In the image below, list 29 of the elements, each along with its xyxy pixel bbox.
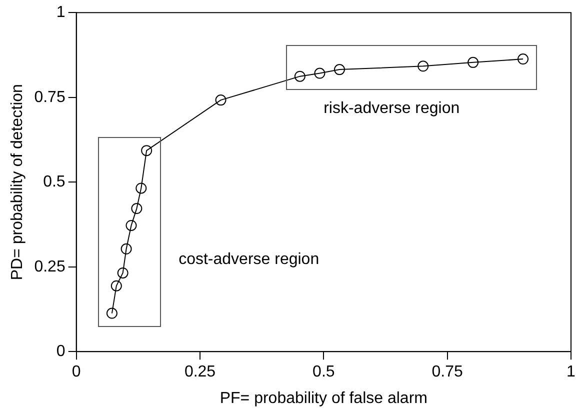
y-axis-title: PD= probability of detection [9,84,26,280]
point [120,243,132,254]
x-axis-title: PF= probability of false alarm [220,390,428,407]
x-tick-label: 0 [72,364,81,381]
point [418,60,429,72]
x-tick-label: 0.75 [432,364,464,381]
y-tick-label: 0.5 [43,174,66,191]
annotation: risk-adverse region [324,100,460,118]
point [131,203,142,214]
point [117,267,128,278]
point [136,182,147,194]
x-tick-label: 1 [566,364,576,381]
y-tick-label: 0.25 [34,258,66,276]
point [468,56,479,68]
y-tick-label: 0.75 [34,88,66,106]
annotation: cost-adverse region [178,251,320,269]
x-tick-label: 0.25 [184,364,216,381]
point [141,145,152,156]
point [110,280,122,292]
y-tick-label: 0 [56,343,66,360]
point [334,64,345,76]
point [215,94,226,106]
y-tick-label: 1 [56,4,66,22]
point [518,54,529,65]
point [126,220,137,231]
x-tick-label: 0.5 [312,364,335,381]
point [106,308,118,319]
point [314,68,326,79]
point [294,70,306,82]
